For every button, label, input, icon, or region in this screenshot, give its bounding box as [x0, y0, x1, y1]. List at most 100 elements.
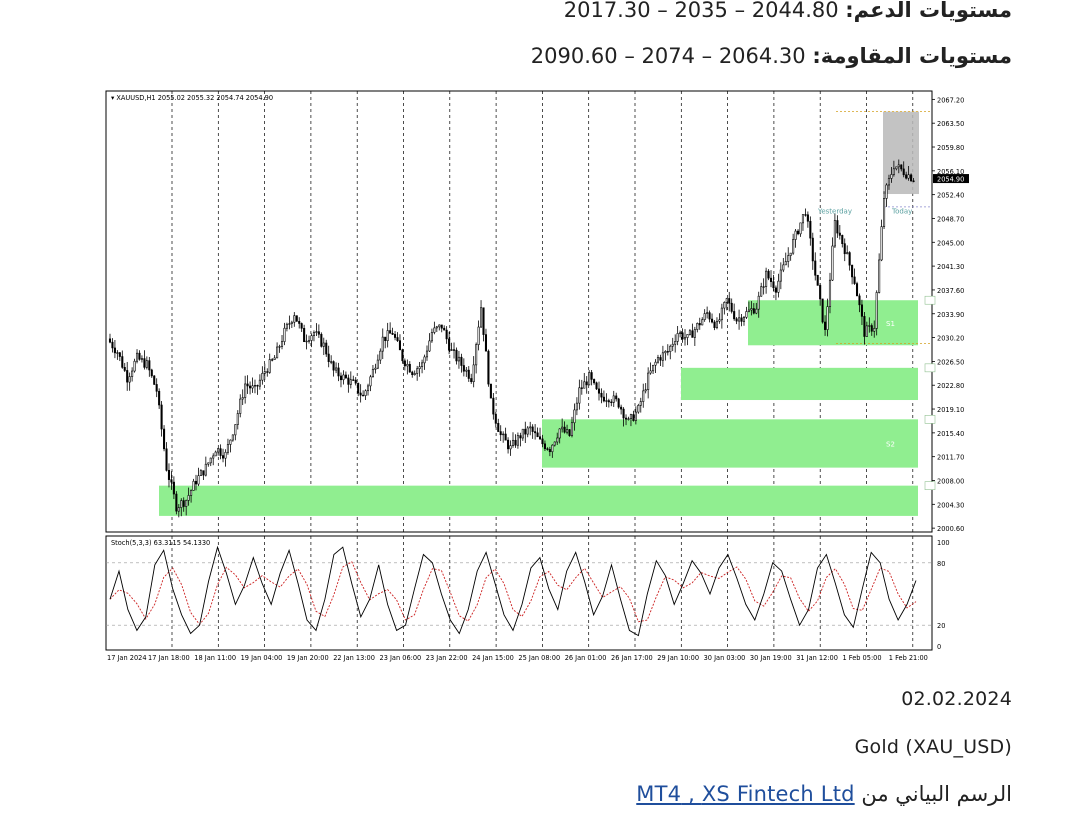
- candle-body: [197, 475, 200, 485]
- candle-body: [489, 383, 492, 399]
- candle-body: [163, 428, 166, 450]
- candle-body: [258, 379, 261, 387]
- time-tick-label: 24 Jan 15:00: [472, 654, 514, 662]
- chart-source-line: الرسم البياني من MT4 , XS Fintech Ltd: [636, 782, 1012, 806]
- source-separator[interactable]: ,: [681, 782, 702, 806]
- resistance-levels-line: مستويات المقاومة: 2064.30 – 2074 – 2090.…: [531, 44, 1012, 68]
- candle-body: [381, 336, 384, 352]
- price-tick-label: 2063.50: [937, 120, 964, 128]
- candle-body: [723, 302, 726, 309]
- time-tick-label: 17 Jan 2024: [107, 654, 147, 662]
- candle-body: [416, 368, 419, 374]
- candle-body: [303, 328, 306, 343]
- candle-body: [747, 309, 750, 312]
- zone-label: S1: [886, 320, 895, 328]
- candle-body: [421, 362, 424, 367]
- candle-body: [860, 304, 863, 317]
- candle-body: [799, 222, 802, 235]
- candle-body: [907, 174, 910, 179]
- candle-body: [487, 350, 490, 385]
- time-tick-label: 26 Jan 01:00: [565, 654, 607, 662]
- candle-body: [113, 347, 116, 354]
- candle-body: [767, 270, 770, 279]
- candle-body: [217, 448, 220, 453]
- candle-body: [602, 396, 605, 402]
- candle-body: [683, 337, 687, 340]
- candle-body: [851, 264, 854, 278]
- price-tick-label: 2015.40: [937, 430, 964, 438]
- candle-body: [379, 350, 382, 361]
- candle-body: [187, 495, 190, 501]
- time-tick-label: 23 Jan 06:00: [380, 654, 422, 662]
- time-tick-label: 30 Jan 19:00: [750, 654, 792, 662]
- candle-body: [347, 377, 350, 385]
- candle-body: [253, 385, 257, 387]
- candle-body: [492, 397, 495, 415]
- candle-body: [644, 389, 647, 392]
- candle-body: [452, 349, 456, 351]
- candle-body: [470, 378, 473, 383]
- candle-body: [757, 295, 760, 310]
- candle-body: [769, 277, 773, 282]
- candle-body: [885, 184, 888, 199]
- candle-body: [612, 395, 615, 403]
- candle-body: [711, 318, 714, 323]
- candle-body: [172, 481, 175, 495]
- candle-body: [261, 372, 264, 381]
- time-tick-label: 30 Jan 03:00: [704, 654, 746, 662]
- candle-body: [681, 332, 684, 340]
- support-levels-values: 2044.80 – 2035 – 2017.30: [563, 0, 839, 22]
- candle-body: [425, 350, 429, 358]
- price-tick-label: 2041.30: [937, 263, 964, 271]
- candle-body: [241, 397, 244, 400]
- price-tick-label: 2059.80: [937, 144, 964, 152]
- candle-body: [430, 332, 433, 342]
- candle-body: [878, 259, 881, 293]
- candle-body: [126, 370, 129, 383]
- candle-body: [548, 449, 551, 453]
- candle-body: [597, 388, 601, 394]
- candle-body: [214, 451, 217, 457]
- stochastic-pane: 0 20 80 100 Stoch(5,3,3) 63.3115 54.1330: [105, 535, 950, 651]
- candle-body: [371, 369, 374, 378]
- candle-body: [445, 329, 448, 340]
- candle-body: [145, 360, 148, 368]
- candle-body: [330, 361, 333, 363]
- candle-body: [647, 372, 650, 390]
- candle-body: [362, 394, 365, 397]
- candle-body: [143, 358, 146, 368]
- candle-body: [263, 371, 266, 374]
- candle-body: [322, 342, 325, 347]
- candle-body: [175, 493, 178, 512]
- instrument-name: Gold (XAU_USD): [854, 736, 1012, 758]
- candle-body: [121, 356, 124, 368]
- candle-body: [762, 286, 765, 288]
- candle-body: [698, 323, 701, 326]
- last-price-box: [933, 174, 969, 184]
- candle-body: [792, 239, 795, 254]
- candle-body: [816, 274, 819, 286]
- annotation-label: Yesterday: [817, 207, 852, 215]
- candle-body: [300, 323, 303, 329]
- candle-body: [194, 480, 198, 485]
- candle-body: [556, 437, 559, 443]
- zone-label: S2: [886, 440, 895, 448]
- candle-body: [266, 371, 269, 373]
- chart-title: ▾ XAUUSD,H1 2055.02 2055.32 2054.74 2054…: [111, 94, 273, 102]
- candle-body: [595, 382, 598, 390]
- candle-body: [276, 346, 279, 359]
- candle-body: [725, 298, 728, 303]
- candle-body: [863, 316, 866, 337]
- candle-body: [374, 367, 377, 370]
- mt4-link[interactable]: MT4: [636, 782, 682, 806]
- xs-fintech-link[interactable]: XS Fintech Ltd: [701, 782, 855, 806]
- candle-body: [484, 334, 488, 352]
- candle-body: [123, 367, 126, 371]
- support-zone: [681, 367, 918, 401]
- candle-body: [467, 369, 470, 379]
- candle-body: [531, 426, 534, 432]
- candle-body: [295, 315, 298, 322]
- candle-body: [735, 318, 738, 322]
- candle-body: [192, 480, 195, 491]
- candle-body: [728, 298, 731, 304]
